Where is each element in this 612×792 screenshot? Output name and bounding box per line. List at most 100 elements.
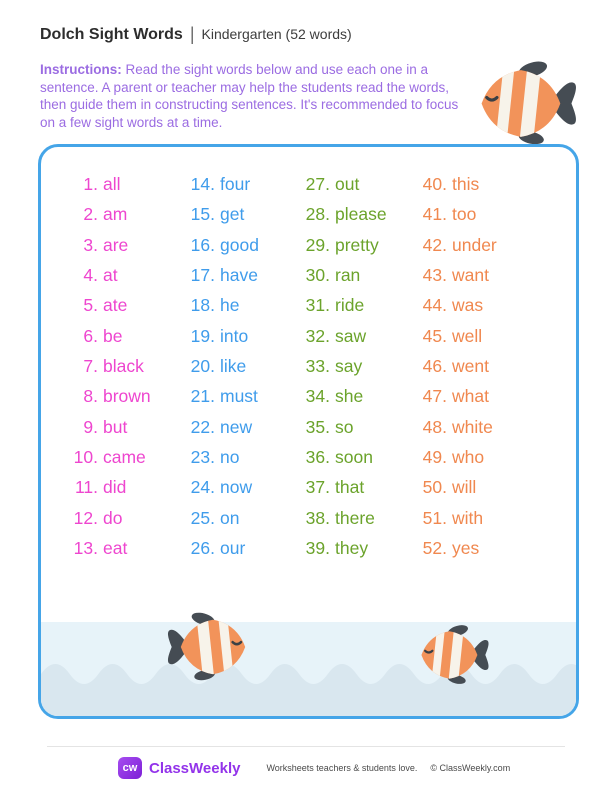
word-item: 50. will — [399, 472, 497, 502]
word-number: 24. — [190, 477, 215, 498]
word-number: 5. — [83, 295, 98, 316]
clownfish-icon — [164, 608, 248, 686]
sight-word: new — [220, 416, 253, 437]
word-item: 46. went — [399, 351, 497, 381]
word-number: 8. — [83, 386, 98, 407]
sight-word: eat — [103, 538, 128, 559]
word-number: 51. — [422, 507, 447, 528]
word-number: 16. — [190, 234, 215, 255]
word-number: 19. — [190, 325, 215, 346]
sight-word: he — [220, 295, 240, 316]
word-number: 28. — [305, 204, 330, 225]
sight-word: they — [335, 538, 369, 559]
footer-divider — [47, 746, 565, 747]
word-item: 15. get — [167, 199, 259, 229]
word-item: 23. no — [167, 442, 259, 472]
sight-word: yes — [452, 538, 480, 559]
word-number: 27. — [305, 174, 330, 194]
word-item: 44. was — [399, 290, 497, 320]
sight-word: pretty — [335, 234, 379, 255]
word-item: 32. saw — [282, 321, 387, 351]
word-item: 36. soon — [282, 442, 387, 472]
word-number: 47. — [422, 386, 447, 407]
sight-word: white — [452, 416, 493, 437]
sight-word: must — [220, 386, 258, 407]
sight-word: get — [220, 204, 245, 225]
sight-word: too — [452, 204, 477, 225]
sight-word: ran — [335, 265, 361, 286]
word-item: 51. with — [399, 503, 497, 533]
sight-word: with — [452, 507, 484, 528]
word-item: 42. under — [399, 230, 497, 260]
word-number: 1. — [83, 174, 98, 194]
word-number: 32. — [305, 325, 330, 346]
word-item: 1. all — [50, 169, 151, 199]
word-item: 25. on — [167, 503, 259, 533]
word-number: 42. — [422, 234, 447, 255]
word-item: 28. please — [282, 199, 387, 229]
instructions-paragraph: Instructions: Read the sight words below… — [40, 61, 470, 131]
word-item: 47. what — [399, 381, 497, 411]
clownfish-icon — [419, 623, 492, 687]
word-number: 45. — [422, 325, 447, 346]
sight-word: this — [452, 174, 480, 194]
word-item: 27. out — [282, 169, 387, 199]
word-item: 41. too — [399, 199, 497, 229]
word-item: 21. must — [167, 381, 259, 411]
word-number: 34. — [305, 386, 330, 407]
word-item: 18. he — [167, 290, 259, 320]
word-item: 8. brown — [50, 381, 150, 411]
header: Dolch Sight Words | Kindergarten (52 words… — [40, 24, 352, 45]
word-column-3: 27. out 28. please 29. pretty 30. ran 31. ride 32.… — [282, 169, 387, 563]
word-item: 52. yes — [399, 533, 497, 563]
word-number: 49. — [422, 447, 447, 468]
word-number: 31. — [305, 295, 330, 316]
word-item: 13. eat — [50, 533, 151, 563]
classweekly-logo-icon: cw — [118, 757, 142, 779]
word-number: 29. — [305, 234, 330, 255]
word-item: 22. new — [167, 412, 259, 442]
word-number: 11. — [74, 477, 98, 498]
sight-word: was — [452, 295, 484, 316]
word-number: 6. — [83, 325, 98, 346]
word-item: 37. that — [282, 472, 387, 502]
sight-word: came — [103, 447, 146, 468]
sight-word: that — [335, 477, 365, 498]
word-number: 36. — [305, 447, 330, 468]
word-number: 48. — [422, 416, 447, 437]
word-item: 17. have — [167, 260, 259, 290]
word-number: 35. — [305, 416, 330, 437]
word-column-2: 14. four 15. get 16. good 17. have 18. he 19. into 2… — [167, 169, 259, 563]
title-separator: | — [189, 24, 195, 44]
sight-word: but — [103, 416, 128, 437]
footer: cw ClassWeekly Worksheets teachers & stu… — [118, 756, 510, 780]
word-item: 43. want — [399, 260, 497, 290]
sight-word: who — [452, 447, 485, 468]
word-number: 12. — [73, 507, 98, 528]
word-item: 5. ate — [50, 290, 151, 320]
sight-word: do — [103, 507, 123, 528]
sight-word: all — [103, 174, 121, 194]
sight-word: at — [103, 265, 118, 286]
word-item: 11. did — [50, 472, 151, 502]
word-item: 35. so — [282, 412, 387, 442]
sight-words-box: 1. all 2. am 3. are 4. at 5. ate 6. be 7. black 8. brow… — [38, 144, 579, 719]
word-number: 46. — [422, 356, 447, 377]
word-number: 23. — [190, 447, 215, 468]
sight-word: am — [103, 204, 128, 225]
word-number: 14. — [190, 174, 215, 194]
word-number: 33. — [305, 356, 330, 377]
word-number: 20. — [190, 356, 215, 377]
word-item: 20. like — [167, 351, 259, 381]
sight-word: please — [335, 204, 387, 225]
sight-word: be — [103, 325, 123, 346]
word-number: 52. — [422, 538, 447, 559]
page-title: Dolch Sight Words — [40, 26, 183, 43]
sight-word: did — [103, 477, 127, 498]
word-number: 15. — [190, 204, 215, 225]
word-column-4: 40. this 41. too 42. under 43. want 44. was 45. wel… — [399, 169, 497, 563]
word-item: 26. our — [167, 533, 259, 563]
word-item: 9. but — [50, 412, 151, 442]
sight-word: under — [452, 234, 497, 255]
word-number: 4. — [83, 265, 98, 286]
